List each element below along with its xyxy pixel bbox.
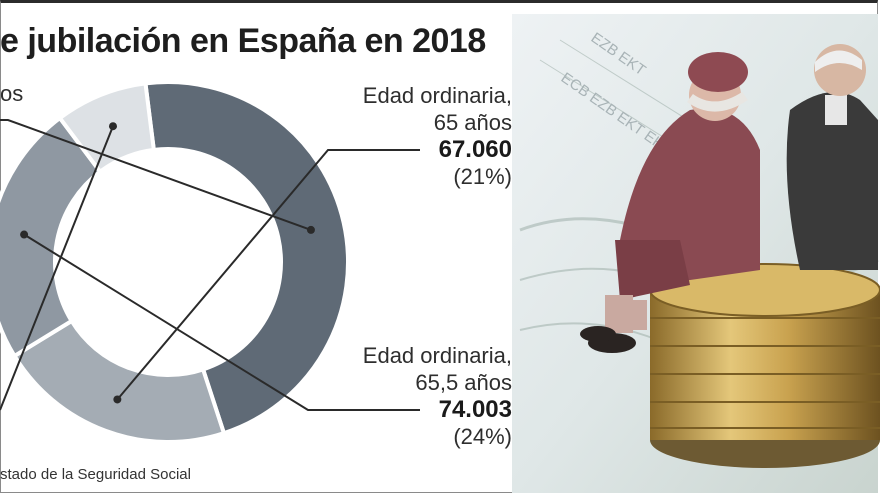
leader-dot-slice-2 — [113, 395, 122, 404]
segment-65-5-line1: Edad ordinaria, — [362, 343, 512, 368]
segment-65-line2: 65 años — [433, 110, 512, 135]
label-partial-top-left: os — [0, 80, 23, 107]
label-segment-65: Edad ordinaria, 65 años 67.060 (21%) — [363, 82, 512, 190]
leader-line-slice-4 — [0, 125, 114, 411]
leader-line-slice-2 — [116, 149, 420, 401]
leader-line-slice-1 — [0, 119, 312, 231]
segment-65-value: 67.060 — [438, 136, 512, 163]
segment-65-line1: Edad ordinaria, — [362, 83, 512, 108]
leader-dot-slice-3 — [20, 230, 29, 239]
elderly-woman-figure — [580, 52, 760, 353]
label-segment-65-5: Edad ordinaria, 65,5 años 74.003 (24%) — [363, 342, 512, 450]
segment-65-5-line2: 65,5 años — [415, 370, 512, 395]
page-title: e jubilación en España en 2018 — [0, 22, 486, 60]
segment-65-5-value: 74.003 — [438, 396, 512, 423]
donut-slice-4 — [57, 81, 157, 175]
elderly-man-figure — [786, 44, 878, 270]
segment-65-percent: (21%) — [453, 164, 512, 189]
source-note: stado de la Seguridad Social — [0, 466, 191, 483]
segment-65-5-percent: (24%) — [453, 424, 512, 449]
leader-dot-slice-4 — [108, 122, 117, 131]
coin-stack — [649, 263, 880, 468]
leader-dot-slice-1 — [306, 225, 315, 234]
donut-slice-1 — [143, 80, 350, 436]
label-partial-text: os — [0, 81, 24, 106]
leader-line-slice-3 — [23, 233, 420, 411]
